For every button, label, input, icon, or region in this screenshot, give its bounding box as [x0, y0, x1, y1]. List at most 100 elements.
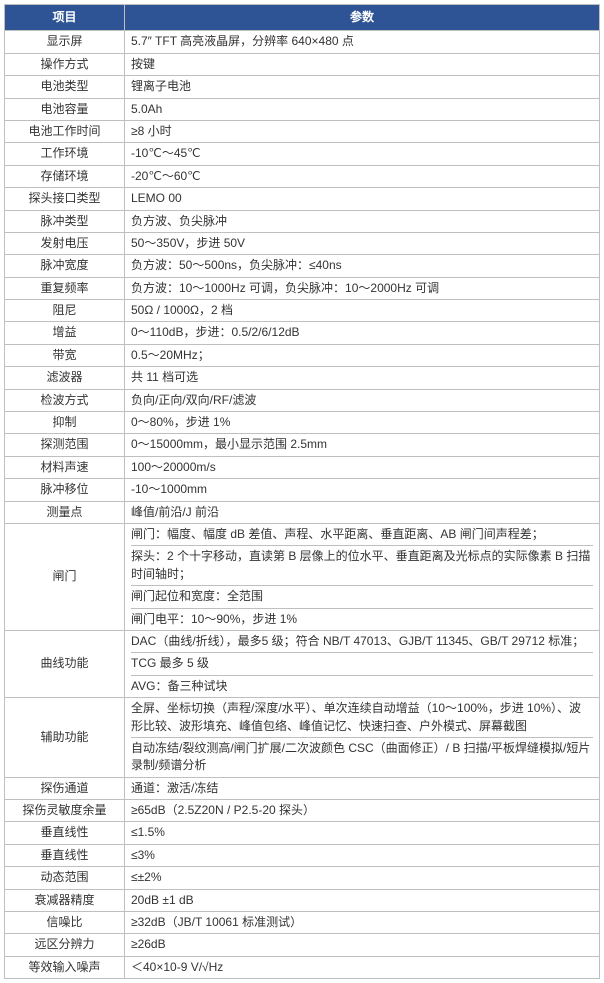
row-value: 按键	[125, 53, 600, 75]
row-value: 负方波、负尖脉冲	[125, 210, 600, 232]
row-value: 100～20000m/s	[125, 456, 600, 478]
table-row: 探伤灵敏度余量≥65dB（2.5Z20N / P2.5-20 探头）	[5, 800, 600, 822]
row-label: 重复频率	[5, 277, 125, 299]
row-value: 50～350V，步进 50V	[125, 232, 600, 254]
row-value: 50Ω / 1000Ω，2 档	[125, 300, 600, 322]
table-row: 工作环境-10℃～45℃	[5, 143, 600, 165]
row-label: 滤波器	[5, 367, 125, 389]
table-row: 存储环境-20℃～60℃	[5, 165, 600, 187]
row-value: 0～110dB，步进：0.5/2/6/12dB	[125, 322, 600, 344]
row-label: 材料声速	[5, 456, 125, 478]
row-value-line: 闸门起位和宽度：全范围	[131, 585, 593, 605]
table-row: 衰减器精度20dB ±1 dB	[5, 889, 600, 911]
table-row: 材料声速100～20000m/s	[5, 456, 600, 478]
table-row: 电池工作时间≥8 小时	[5, 120, 600, 142]
row-label: 存储环境	[5, 165, 125, 187]
row-value: 负方波：50～500ns，负尖脉冲：≤40ns	[125, 255, 600, 277]
row-value: ≤3%	[125, 844, 600, 866]
row-value: 0～80%，步进 1%	[125, 412, 600, 434]
row-label: 脉冲类型	[5, 210, 125, 232]
row-label: 发射电压	[5, 232, 125, 254]
row-value: -10～1000mm	[125, 479, 600, 501]
row-value-line: AVG：备三种试块	[131, 675, 593, 695]
row-value: 5.0Ah	[125, 98, 600, 120]
header-value: 参数	[125, 5, 600, 31]
row-value: 0.5～20MHz；	[125, 344, 600, 366]
table-row: 测量点峰值/前沿/J 前沿	[5, 501, 600, 523]
row-label: 垂直线性	[5, 844, 125, 866]
table-row: 脉冲移位-10～1000mm	[5, 479, 600, 501]
table-row: 辅助功能全屏、坐标切换（声程/深度/水平）、单次连续自动增益（10～100%，步…	[5, 698, 600, 778]
row-label: 衰减器精度	[5, 889, 125, 911]
row-label: 工作环境	[5, 143, 125, 165]
spec-table: 项目 参数 显示屏5.7″ TFT 高亮液晶屏，分辨率 640×480 点操作方…	[4, 4, 600, 979]
row-value: 负向/正向/双向/RF/滤波	[125, 389, 600, 411]
row-value: LEMO 00	[125, 188, 600, 210]
row-value-line: TCG 最多 5 级	[131, 652, 593, 672]
row-label: 脉冲移位	[5, 479, 125, 501]
table-row: 滤波器共 11 档可选	[5, 367, 600, 389]
table-row: 发射电压50～350V，步进 50V	[5, 232, 600, 254]
row-value: -20℃～60℃	[125, 165, 600, 187]
row-value-line: 闸门电平：10～90%，步进 1%	[131, 608, 593, 628]
row-label: 探伤灵敏度余量	[5, 800, 125, 822]
row-value-line: 探头：2 个十字移动，直读第 B 层像上的位水平、垂直距离及光标点的实际像素 B…	[131, 545, 593, 583]
table-row: 脉冲类型负方波、负尖脉冲	[5, 210, 600, 232]
row-label: 垂直线性	[5, 822, 125, 844]
row-label: 动态范围	[5, 867, 125, 889]
table-row: 电池类型锂离子电池	[5, 76, 600, 98]
row-value-line: 闸门：幅度、幅度 dB 差值、声程、水平距离、垂直距离、AB 闸门间声程差；	[131, 526, 593, 543]
row-label: 操作方式	[5, 53, 125, 75]
row-label: 探伤通道	[5, 777, 125, 799]
row-value: ≥32dB（JB/T 10061 标准测试）	[125, 912, 600, 934]
row-value: ＜40×10-9 V/√Hz	[125, 956, 600, 978]
table-row: 等效输入噪声＜40×10-9 V/√Hz	[5, 956, 600, 978]
row-value: 20dB ±1 dB	[125, 889, 600, 911]
table-row: 脉冲宽度负方波：50～500ns，负尖脉冲：≤40ns	[5, 255, 600, 277]
row-value: -10℃～45℃	[125, 143, 600, 165]
row-label: 信噪比	[5, 912, 125, 934]
row-value: DAC（曲线/折线），最多5 级；符合 NB/T 47013、GJB/T 113…	[125, 630, 600, 697]
table-row: 信噪比≥32dB（JB/T 10061 标准测试）	[5, 912, 600, 934]
row-value: 通道：激活/冻结	[125, 777, 600, 799]
row-value: ≥26dB	[125, 934, 600, 956]
row-value: 峰值/前沿/J 前沿	[125, 501, 600, 523]
row-value: 锂离子电池	[125, 76, 600, 98]
table-row: 带宽0.5～20MHz；	[5, 344, 600, 366]
table-row: 增益0～110dB，步进：0.5/2/6/12dB	[5, 322, 600, 344]
table-row: 垂直线性≤3%	[5, 844, 600, 866]
row-label: 电池工作时间	[5, 120, 125, 142]
table-row: 探测范围0～15000mm，最小显示范围 2.5mm	[5, 434, 600, 456]
row-value: ≤±2%	[125, 867, 600, 889]
table-row: 显示屏5.7″ TFT 高亮液晶屏，分辨率 640×480 点	[5, 31, 600, 53]
table-row: 垂直线性≤1.5%	[5, 822, 600, 844]
row-label: 等效输入噪声	[5, 956, 125, 978]
table-row: 动态范围≤±2%	[5, 867, 600, 889]
row-value: ≥65dB（2.5Z20N / P2.5-20 探头）	[125, 800, 600, 822]
table-row: 检波方式负向/正向/双向/RF/滤波	[5, 389, 600, 411]
row-label: 阻尼	[5, 300, 125, 322]
table-row: 阻尼50Ω / 1000Ω，2 档	[5, 300, 600, 322]
table-row: 闸门闸门：幅度、幅度 dB 差值、声程、水平距离、垂直距离、AB 闸门间声程差；…	[5, 523, 600, 630]
row-label: 抑制	[5, 412, 125, 434]
row-label: 探头接口类型	[5, 188, 125, 210]
row-value: 0～15000mm，最小显示范围 2.5mm	[125, 434, 600, 456]
table-row: 电池容量5.0Ah	[5, 98, 600, 120]
row-value-line: DAC（曲线/折线），最多5 级；符合 NB/T 47013、GJB/T 113…	[131, 633, 593, 650]
row-label: 曲线功能	[5, 630, 125, 697]
row-value-line: 自动冻结/裂纹测高/闸门扩展/二次波颜色 CSC（曲面修正）/ B 扫描/平板焊…	[131, 737, 593, 775]
row-label: 带宽	[5, 344, 125, 366]
row-value: 负方波：10～1000Hz 可调，负尖脉冲：10～2000Hz 可调	[125, 277, 600, 299]
row-label: 显示屏	[5, 31, 125, 53]
table-row: 探头接口类型LEMO 00	[5, 188, 600, 210]
row-label: 闸门	[5, 523, 125, 630]
header-row: 项目 参数	[5, 5, 600, 31]
row-value: 共 11 档可选	[125, 367, 600, 389]
row-label: 测量点	[5, 501, 125, 523]
table-row: 重复频率负方波：10～1000Hz 可调，负尖脉冲：10～2000Hz 可调	[5, 277, 600, 299]
row-value: 全屏、坐标切换（声程/深度/水平）、单次连续自动增益（10～100%，步进 10…	[125, 698, 600, 778]
row-label: 探测范围	[5, 434, 125, 456]
table-row: 远区分辨力≥26dB	[5, 934, 600, 956]
table-row: 抑制0～80%，步进 1%	[5, 412, 600, 434]
table-row: 曲线功能 DAC（曲线/折线），最多5 级；符合 NB/T 47013、GJB/T…	[5, 630, 600, 697]
